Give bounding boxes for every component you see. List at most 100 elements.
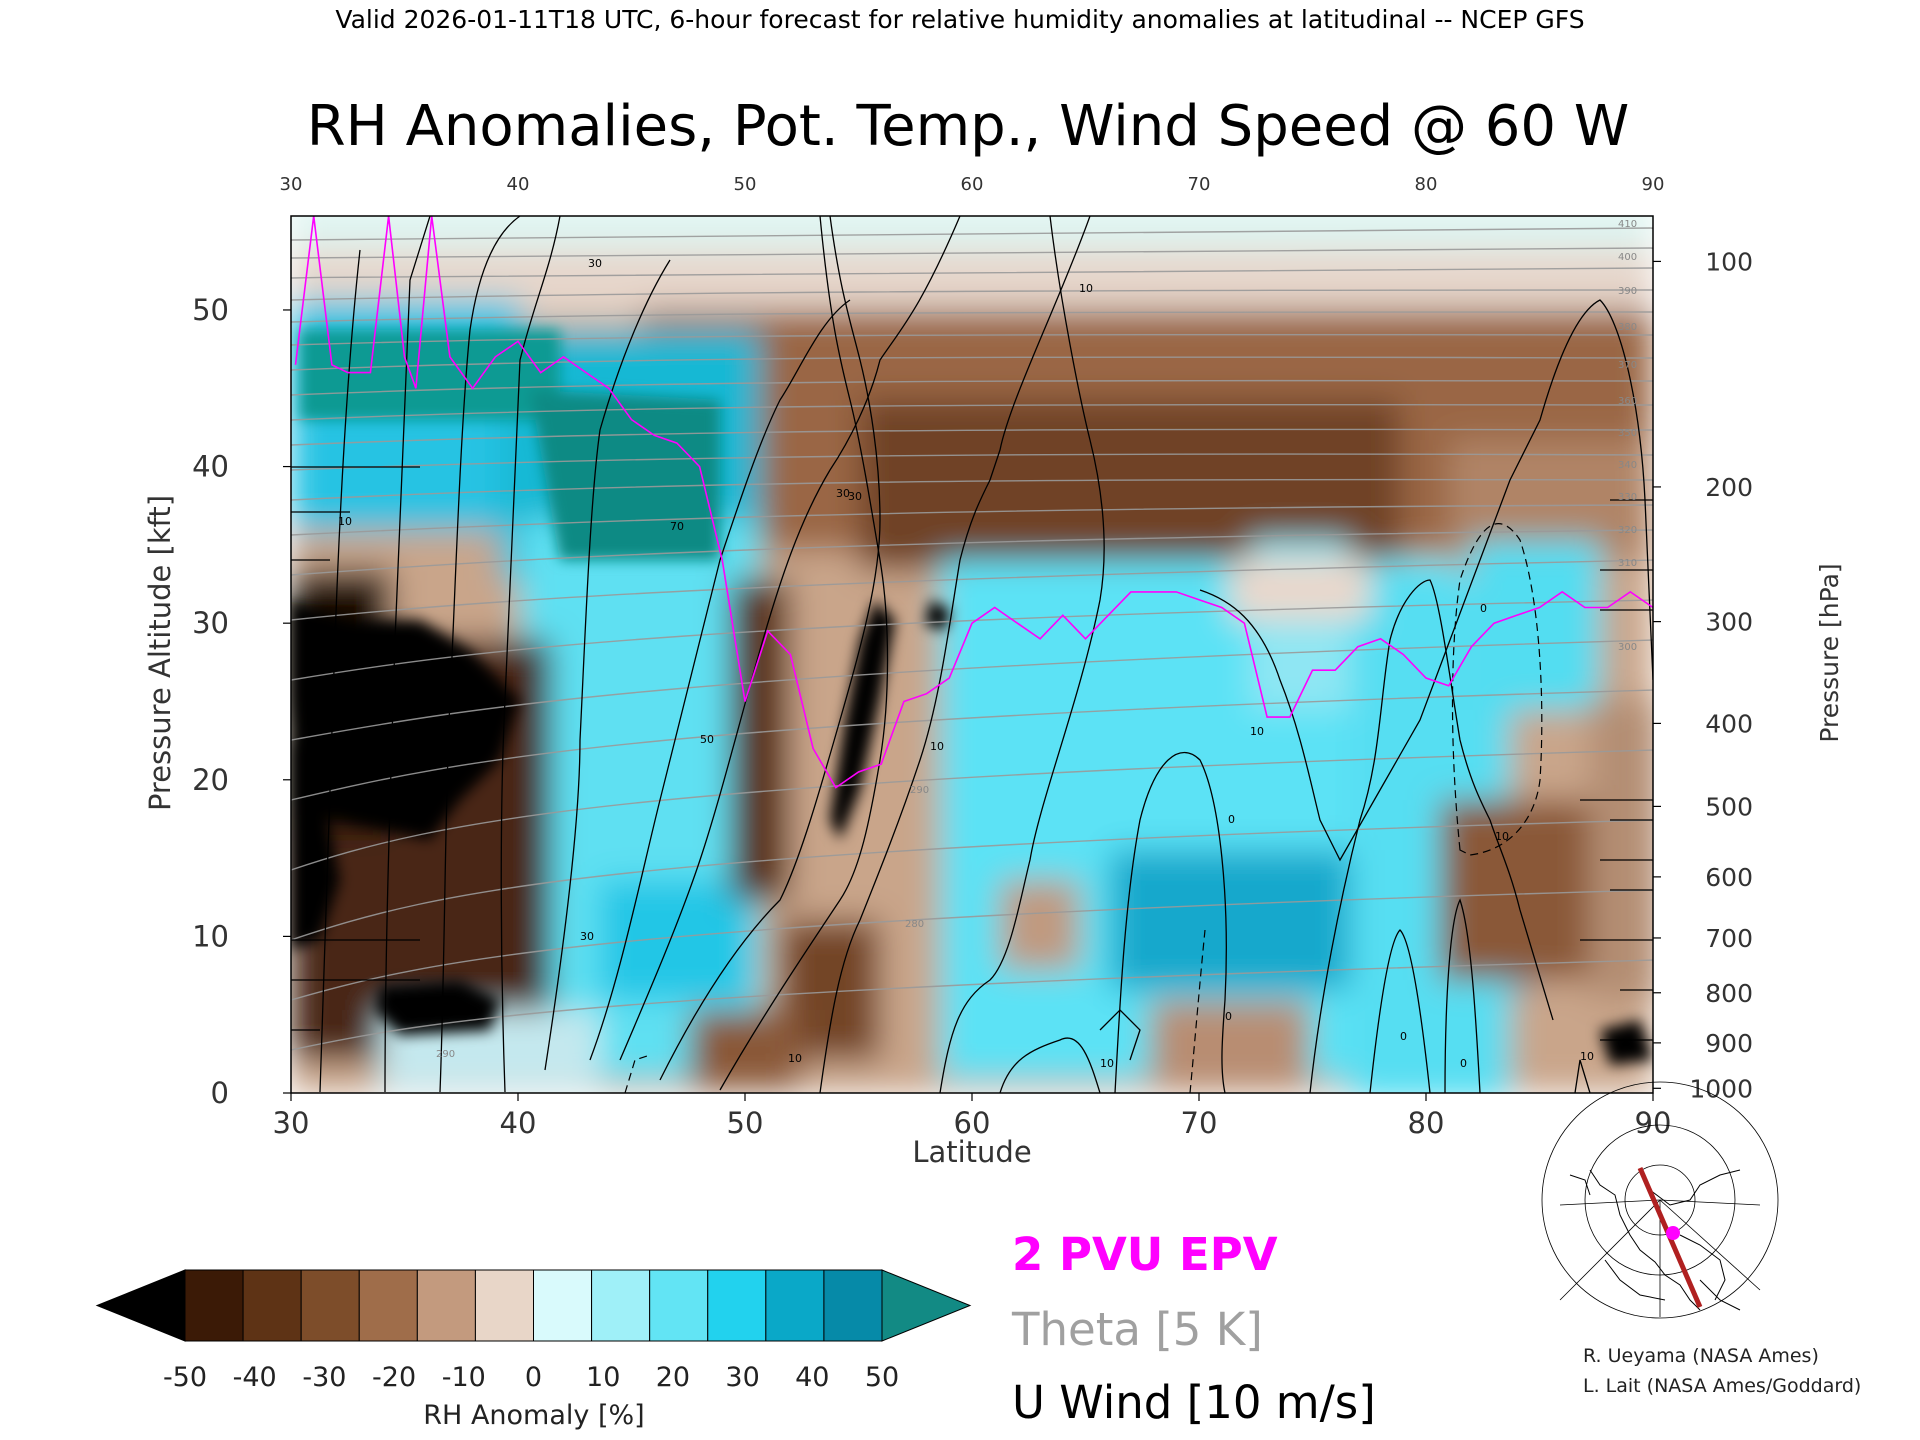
credit-line-1: R. Ueyama (NASA Ames) xyxy=(1583,1345,1819,1367)
theta-contour-label: 350 xyxy=(1618,428,1637,439)
wind-contour-label: 30 xyxy=(580,930,594,943)
chart-title: RH Anomalies, Pot. Temp., Wind Speed @ 6… xyxy=(307,94,1629,159)
colorbar-tick-label: -20 xyxy=(372,1362,416,1393)
y-tick-label: 50 xyxy=(192,293,229,327)
theta-contour-label: 290 xyxy=(910,785,929,796)
epv-2pvu-line xyxy=(294,216,1653,789)
colorbar-tick-label: -10 xyxy=(442,1362,486,1393)
x-axis-label: Latitude xyxy=(912,1135,1031,1169)
colorbar-box xyxy=(242,1269,302,1342)
y-tick-label: 30 xyxy=(192,606,229,640)
pressure-tick-label: 800 xyxy=(1705,979,1753,1008)
colorbar-box xyxy=(533,1269,593,1342)
x-top-tick-label: 50 xyxy=(734,174,757,195)
wind-contour-label: 10 xyxy=(1250,725,1264,738)
y-tick-label: 40 xyxy=(192,450,229,484)
wind-contour-label: 50 xyxy=(700,733,714,746)
x-tick-label: 90 xyxy=(1635,1106,1672,1140)
colorbar-box xyxy=(765,1269,825,1342)
axes: 3030404050506060707080809090010203040501… xyxy=(192,174,1753,1140)
colorbar-tick-label: 30 xyxy=(725,1362,759,1393)
colorbar-tick-label: 40 xyxy=(795,1362,829,1393)
credit-line-2: L. Lait (NASA Ames/Goddard) xyxy=(1583,1375,1861,1397)
theta-contour-label: 390 xyxy=(1618,286,1637,297)
pressure-tick-label: 900 xyxy=(1705,1029,1753,1058)
colorbar-tick-label: 10 xyxy=(586,1362,620,1393)
wind-contour-label: 70 xyxy=(670,520,684,533)
theta-contour-label: 370 xyxy=(1618,360,1637,371)
x-tick-label: 70 xyxy=(1181,1106,1218,1140)
colorbar-box xyxy=(358,1269,418,1342)
wind-contour-label: 0 xyxy=(1400,1030,1407,1043)
x-tick-label: 80 xyxy=(1408,1106,1445,1140)
theta-contour-label: 280 xyxy=(905,919,924,930)
map-inset-frame xyxy=(1555,1162,1755,1317)
legend: 2 PVU EPV Theta [5 K] U Wind [10 m/s] xyxy=(1011,1228,1376,1429)
colorbar-tick-label: -40 xyxy=(233,1362,277,1393)
pressure-tick-label: 100 xyxy=(1705,247,1753,276)
colorbar-box xyxy=(474,1269,534,1342)
theta-contour-label: 380 xyxy=(1618,322,1637,333)
x-top-tick-label: 90 xyxy=(1642,174,1665,195)
u-wind-negative-contours xyxy=(624,523,1543,1093)
wind-barbs xyxy=(291,466,1653,1041)
theta-contour-label: 340 xyxy=(1618,460,1637,471)
colorbar-box xyxy=(300,1269,360,1342)
x-top-tick-label: 70 xyxy=(1188,174,1211,195)
legend-theta: Theta [5 K] xyxy=(1011,1303,1263,1356)
pressure-tick-label: 700 xyxy=(1705,924,1753,953)
pressure-tick-label: 400 xyxy=(1705,709,1753,738)
header-text: Valid 2026-01-11T18 UTC, 6-hour forecast… xyxy=(335,5,1584,34)
theta-contour-label: 410 xyxy=(1618,219,1637,230)
colorbar-tick-label: -50 xyxy=(163,1362,207,1393)
colorbar-tick-label: 50 xyxy=(865,1362,899,1393)
x-tick-label: 50 xyxy=(727,1106,764,1140)
wind-contour-label: 0 xyxy=(1228,813,1235,826)
theta-contour-label: 300 xyxy=(1618,642,1637,653)
theta-contours xyxy=(291,227,1653,1051)
wind-contour-label: 10 xyxy=(930,740,944,753)
y-tick-label: 0 xyxy=(211,1076,229,1110)
colorbar-tick-label: -30 xyxy=(302,1362,346,1393)
colorbar-box xyxy=(591,1269,651,1342)
pressure-tick-label: 600 xyxy=(1705,863,1753,892)
map-graticule xyxy=(1541,1081,1779,1319)
wind-contour-label: 30 xyxy=(848,490,862,503)
colorbar-min-arrow xyxy=(95,1269,186,1342)
wind-contour-label: 0 xyxy=(1480,602,1487,615)
theta-contour-label: 320 xyxy=(1618,525,1637,536)
x-tick-label: 40 xyxy=(500,1106,537,1140)
colorbar-max-arrow xyxy=(881,1269,972,1342)
x-tick-label: 30 xyxy=(273,1106,310,1140)
colorbar-box xyxy=(416,1269,476,1342)
u-wind-contours xyxy=(319,216,1653,1093)
colorbar: -50 -40 -30 -20 -10 0 10 20 30 40 50 xyxy=(95,1269,972,1393)
theta-contour-label: 400 xyxy=(1618,252,1637,263)
x-tick-label: 60 xyxy=(954,1106,991,1140)
wind-contour-label: 30 xyxy=(588,257,602,270)
x-top-tick-label: 30 xyxy=(280,174,303,195)
map-marker-dot xyxy=(1666,1226,1680,1240)
colorbar-box xyxy=(823,1269,883,1342)
wind-contour-label: 10 xyxy=(1079,282,1093,295)
wind-contour-label: 10 xyxy=(1580,1050,1594,1063)
series-line-epv xyxy=(294,216,1653,789)
wind-contour-label: 0 xyxy=(1225,1010,1232,1023)
colorbar-tick-label: 0 xyxy=(525,1362,542,1393)
x-top-tick-label: 60 xyxy=(961,174,984,195)
colorbar-box xyxy=(184,1269,244,1342)
theta-contour-label: 330 xyxy=(1618,492,1637,503)
pressure-tick-label: 200 xyxy=(1705,473,1753,502)
wind-contour-label: 30 xyxy=(836,487,850,500)
wind-contour-label: 10 xyxy=(338,515,352,528)
theta-contour-label: 360 xyxy=(1618,396,1637,407)
y-tick-label: 10 xyxy=(192,919,229,953)
x-top-tick-label: 80 xyxy=(1415,174,1438,195)
colorbar-tick-label: 20 xyxy=(656,1362,690,1393)
colorbar-box xyxy=(707,1269,767,1342)
x-top-tick-label: 40 xyxy=(507,174,530,195)
y-tick-label: 20 xyxy=(192,763,229,797)
theta-contour-label: 290 xyxy=(436,1049,455,1060)
